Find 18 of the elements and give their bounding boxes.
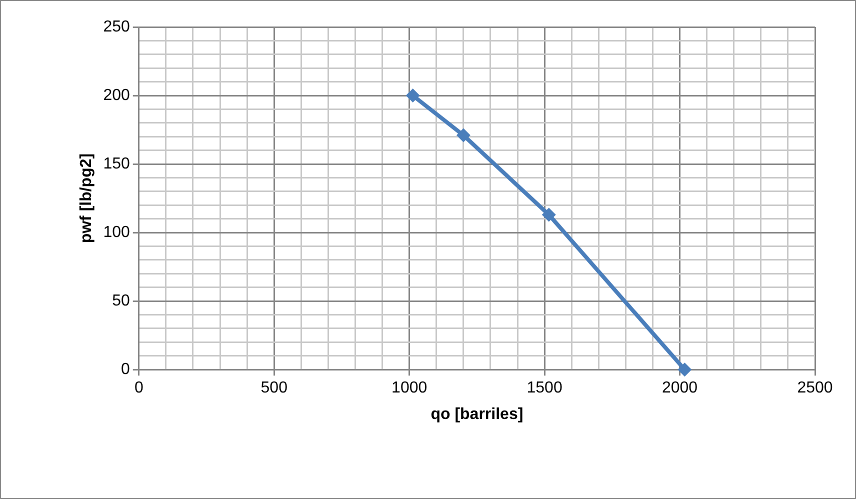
x-axis-title: qo [barriles] (430, 406, 524, 423)
x-tick-label: 0 (134, 380, 144, 397)
point (456, 128, 470, 142)
y-tick-label: 200 (103, 86, 130, 104)
x-tick-label: 2000 (662, 380, 698, 397)
x-tick-label: 1000 (392, 380, 428, 397)
y-axis-title: pwf [lb/pg2] (78, 153, 96, 244)
point (678, 362, 692, 377)
y-tick-label: 0 (120, 361, 130, 378)
y-tick-label: 150 (103, 155, 130, 172)
x-tick-label: 2500 (797, 380, 833, 397)
x-tick-label: 500 (260, 380, 288, 397)
point (542, 208, 556, 222)
x-tick-label: 1500 (526, 380, 562, 397)
point (406, 88, 420, 103)
y-tick-label: 250 (103, 18, 130, 36)
y-tick-label: 100 (103, 224, 130, 241)
y-tick-label: 50 (112, 292, 130, 310)
